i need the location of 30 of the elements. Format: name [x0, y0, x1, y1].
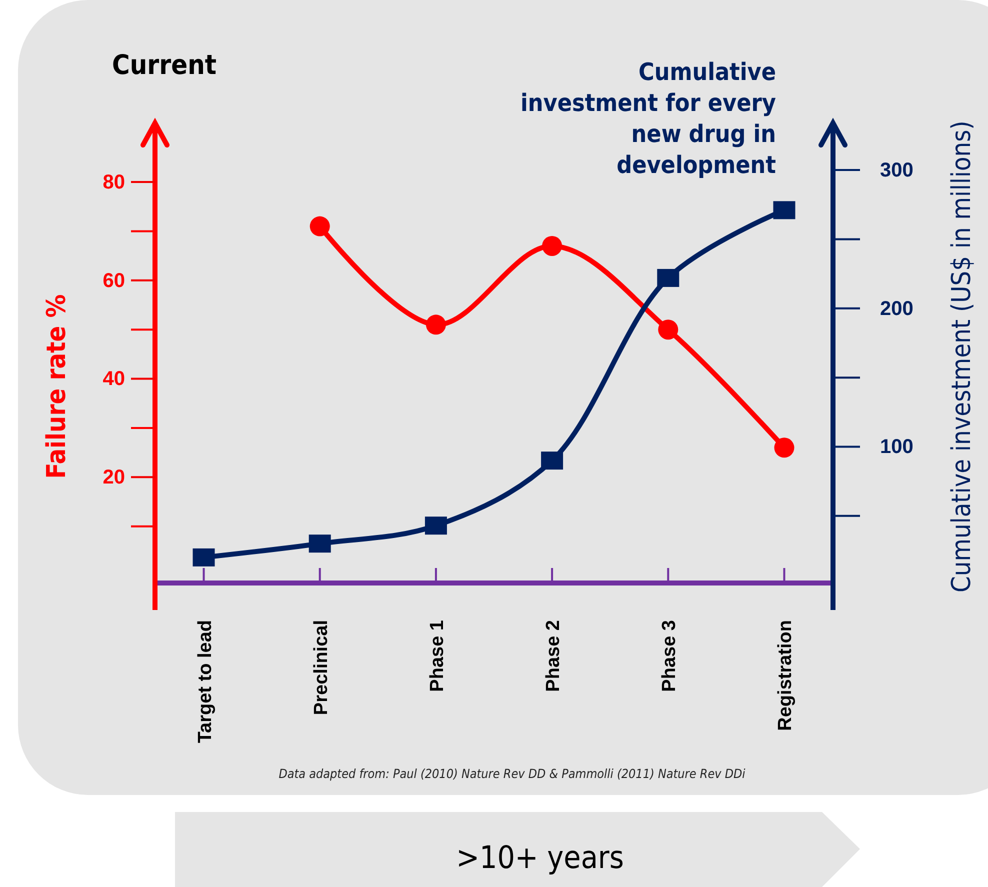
point [773, 201, 796, 220]
y2-tick-label: 200 [880, 298, 914, 320]
y2-axis-title: Cumulative investment (US$ in millions) [947, 120, 977, 592]
y2-tick-label: 100 [880, 436, 914, 458]
y-axis-title: Failure rate % [42, 294, 72, 479]
x-tick-label: Preclinical [310, 620, 332, 716]
x-tick-label: Target to lead [194, 620, 216, 744]
y-tick-label: 60 [102, 270, 125, 292]
annotation: Cumulative investment for every new drug in development [520, 58, 776, 179]
x-tick-label: Phase 3 [659, 620, 680, 692]
x-tick-label: Registration [775, 620, 796, 731]
point [657, 268, 680, 287]
y-tick-label: 20 [102, 466, 125, 489]
x-tick-label: Phase 1 [426, 620, 448, 692]
y-tick-label: 80 [102, 171, 125, 194]
point [192, 548, 215, 566]
point [542, 236, 562, 256]
point [424, 516, 447, 535]
point [658, 320, 678, 340]
text: Data adapted from: Paul (2010) Nature Rev DD & Pammolli (2011) Nature Rev DDi [278, 766, 746, 781]
point [541, 452, 564, 470]
y2-tick-label: 300 [880, 159, 914, 182]
point [426, 314, 446, 335]
point [308, 534, 331, 553]
point [310, 216, 330, 236]
x-tick-label: Phase 2 [543, 620, 564, 692]
point [774, 438, 794, 458]
y-tick-label: 40 [102, 368, 125, 390]
text: >10+ years [456, 840, 624, 876]
chart-title: Current [112, 50, 217, 81]
